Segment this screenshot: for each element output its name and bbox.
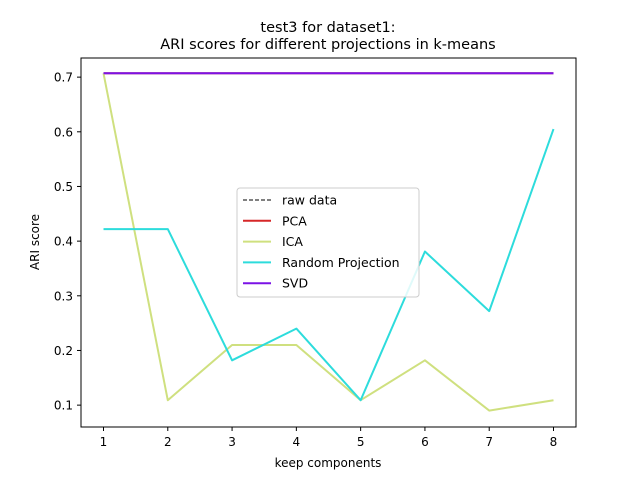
legend-label-raw-data: raw data (282, 193, 337, 208)
y-tick-label: 0.3 (54, 289, 73, 303)
y-axis-ticks: 0.1 0.2 0.3 0.4 0.5 0.6 0.7 (54, 71, 81, 413)
legend-box (236, 187, 420, 298)
x-axis-ticks: 1 2 3 4 5 6 7 8 (100, 427, 558, 449)
x-tick-label: 8 (550, 435, 558, 449)
y-tick-label: 0.5 (54, 180, 73, 194)
legend: raw data PCA ICA Random Projection SVD (236, 187, 420, 298)
y-tick-label: 0.2 (54, 344, 73, 358)
x-tick-label: 1 (100, 435, 108, 449)
chart-title-line-1: test3 for dataset1: (260, 20, 395, 36)
series-line-random-projection (103, 128, 555, 402)
x-tick-label: 4 (293, 435, 301, 449)
legend-label-svd: SVD (282, 276, 308, 291)
series-line-ica (102, 73, 554, 412)
x-tick-label: 7 (485, 435, 493, 449)
y-tick-label: 0.6 (54, 125, 73, 139)
plot-area (102, 72, 555, 412)
legend-label-random-projection: Random Projection (282, 255, 400, 270)
x-tick-label: 6 (421, 435, 429, 449)
y-tick-label: 0.1 (54, 399, 73, 413)
x-tick-label: 5 (357, 435, 365, 449)
x-axis-label: keep components (275, 456, 382, 470)
legend-label-ica: ICA (282, 234, 303, 249)
legend-label-pca: PCA (282, 213, 307, 228)
y-axis-label: ARI score (28, 214, 42, 270)
plot-frame (80, 57, 577, 428)
x-tick-label: 3 (228, 435, 236, 449)
y-tick-label: 0.7 (54, 71, 73, 85)
chart-title-line-2: ARI scores for different projections in … (160, 37, 495, 53)
x-tick-label: 2 (164, 435, 172, 449)
y-tick-label: 0.4 (54, 235, 73, 249)
